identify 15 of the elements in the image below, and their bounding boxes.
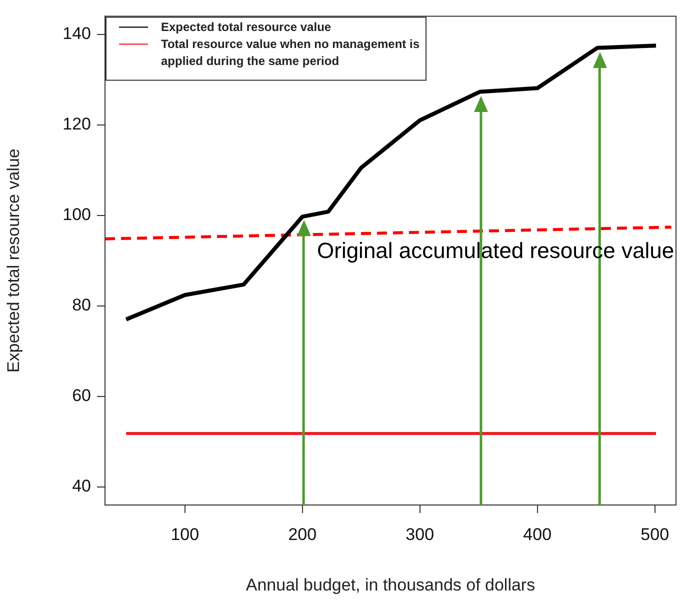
y-tick-label: 100: [62, 205, 91, 224]
x-tick-label: 200: [288, 524, 317, 544]
legend-label: Total resource value when no management is applied during the same period: [161, 37, 420, 68]
legend-label: Expected total resource value: [161, 20, 332, 34]
y-tick-label: 80: [72, 296, 91, 315]
x-tick-label: 400: [523, 524, 552, 544]
x-tick-label: 500: [640, 524, 670, 544]
x-tick-label: 100: [170, 524, 200, 544]
x-tick-label: 300: [406, 524, 434, 544]
y-tick-label: 120: [62, 114, 91, 134]
y-axis-title: Expected total resource value: [4, 148, 23, 373]
y-tick-label: 40: [72, 476, 91, 496]
y-tick-label: 140: [62, 24, 91, 43]
y-tick-label: 60: [72, 386, 91, 406]
x-axis-title: Annual budget, in thousands of dollars: [246, 575, 536, 594]
